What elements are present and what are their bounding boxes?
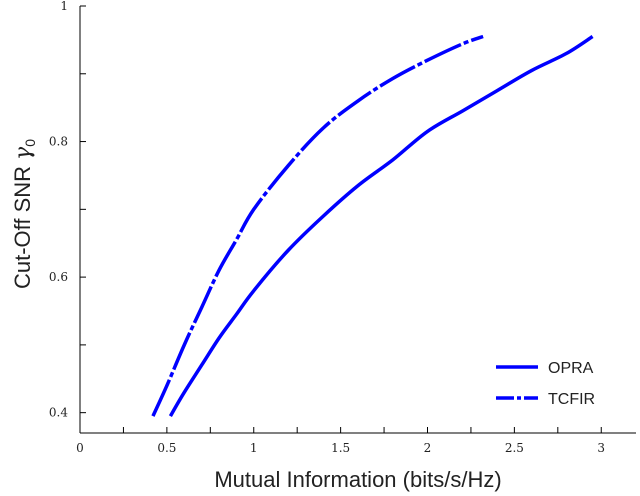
y-axis-title-symbol: γ [11, 146, 36, 160]
legend-label-opra: OPRA [548, 360, 594, 377]
y-axis-title-subscript: 0 [22, 139, 38, 147]
y-tick-label: 0.8 [49, 135, 68, 149]
legend: OPRA TCFIR [496, 360, 595, 408]
y-tick-label: 0.6 [49, 270, 68, 284]
x-tick-label: 1.5 [331, 441, 350, 455]
series-group [151, 34, 594, 417]
x-tick-label: 3 [597, 441, 605, 455]
series-line-tcfir [151, 34, 484, 417]
legend-label-tcfir: TCFIR [548, 391, 595, 408]
series-line-opra [168, 35, 594, 417]
x-tick-label: 0 [76, 441, 84, 455]
x-tick-label: 2.5 [505, 441, 524, 455]
y-ticks: 0.4 0.6 0.8 1 [49, 0, 86, 420]
x-tick-label: 0.5 [157, 441, 176, 455]
y-tick-label: 0.4 [49, 406, 68, 420]
y-tick-label: 1 [60, 0, 68, 13]
x-axis-title: Mutual Information (bits/s/Hz) [214, 467, 501, 492]
x-ticks: 0 0.5 1 1.5 2 2.5 3 [76, 427, 605, 455]
x-tick-label: 2 [424, 441, 432, 455]
axes [79, 6, 636, 434]
y-axis-title-text: Cut-Off SNR [10, 166, 35, 289]
y-axis-title: Cut-Off SNR γ0 [10, 139, 38, 289]
y-axis-title-group: Cut-Off SNR γ0 [10, 139, 38, 289]
x-tick-label: 1 [250, 441, 258, 455]
